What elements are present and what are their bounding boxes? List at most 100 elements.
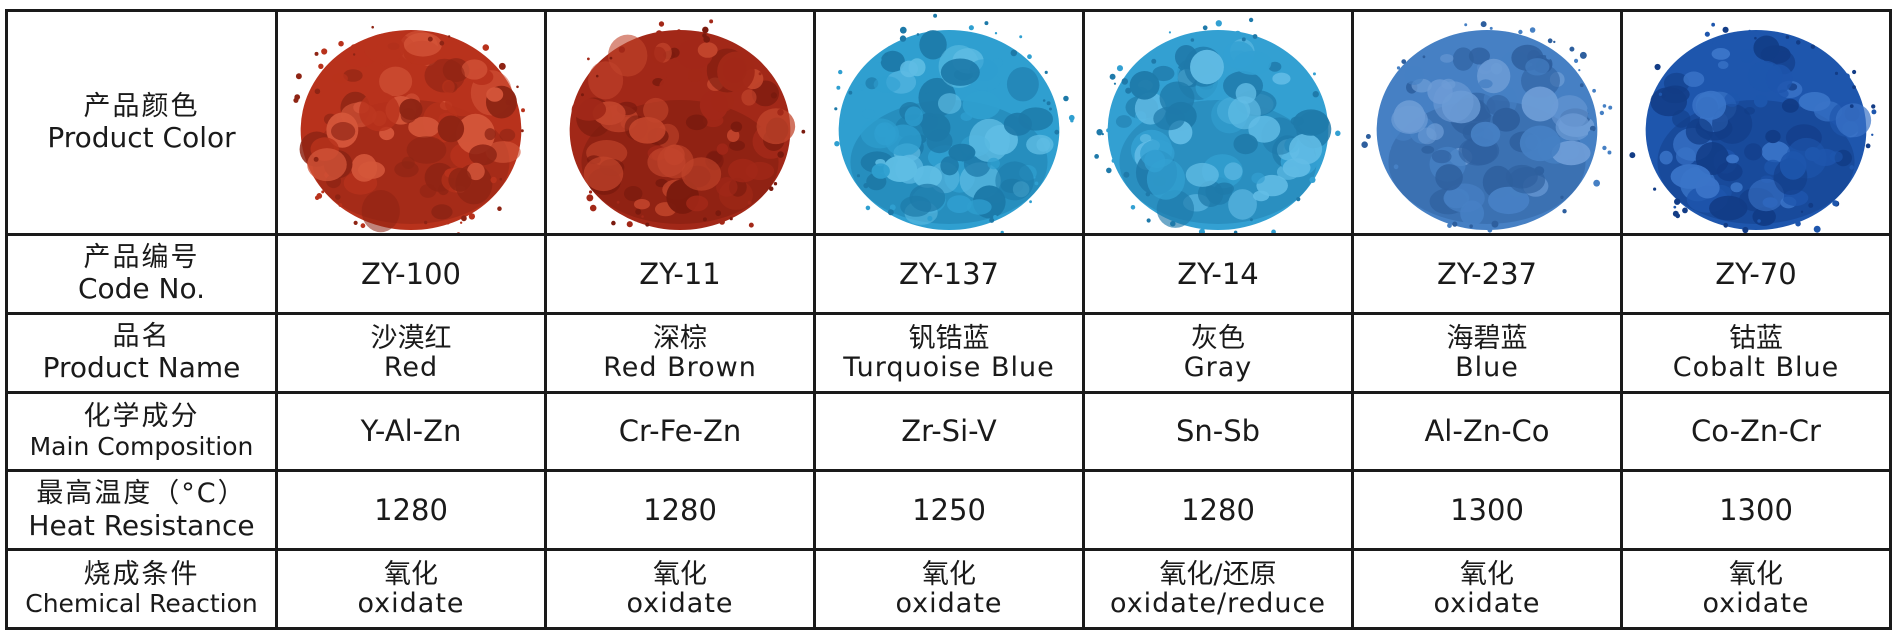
code-cell: ZY-237	[1351, 233, 1623, 315]
color-swatch-cell	[544, 9, 816, 236]
name-cell: 钴蓝 Cobalt Blue	[1620, 311, 1892, 394]
reaction-zh: 氧化/还原	[1159, 558, 1277, 590]
color-swatch-cell	[813, 9, 1085, 236]
code-value: ZY-137	[899, 256, 999, 291]
label-product-color: 产品颜色 Product Color	[5, 9, 278, 236]
code-value: ZY-11	[639, 256, 721, 291]
name-zh: 海碧蓝	[1446, 322, 1528, 354]
pigment-powder-image	[293, 25, 525, 232]
reaction-zh: 氧化	[384, 558, 438, 590]
reaction-zh: 氧化	[653, 558, 707, 590]
composition-cell: Co-Zn-Cr	[1620, 390, 1892, 473]
composition-value: Cr-Fe-Zn	[618, 414, 742, 449]
composition-cell: Y-Al-Zn	[275, 390, 547, 473]
reaction-en: oxidate/reduce	[1110, 588, 1326, 620]
row-chemical-reaction: 烧成条件 Chemical Reaction 氧化 oxidate 氧化 oxida…	[5, 548, 1892, 630]
composition-value: Sn-Sb	[1175, 414, 1261, 449]
reaction-en: oxidate	[1433, 588, 1541, 620]
heat-value: 1300	[1450, 493, 1524, 528]
heat-value: 1280	[643, 493, 717, 528]
color-swatch-cell	[1351, 9, 1623, 236]
name-zh: 深棕	[653, 322, 707, 354]
name-zh: 灰色	[1191, 322, 1245, 354]
composition-value: Zr-Si-V	[901, 414, 997, 449]
code-cell: ZY-137	[813, 233, 1085, 315]
reaction-zh: 氧化	[922, 558, 976, 590]
pigment-powder-image	[1094, 17, 1341, 232]
reaction-zh: 氧化	[1460, 558, 1514, 590]
row-product-color: 产品颜色 Product Color	[5, 9, 1892, 236]
pigment-spec-table: 产品颜色 Product Color 产品编号 Code No. ZY-100 …	[5, 9, 1892, 630]
label-en: Product Color	[47, 120, 236, 154]
code-cell: ZY-14	[1082, 233, 1354, 315]
label-en: Product Name	[42, 351, 241, 385]
composition-cell: Zr-Si-V	[813, 390, 1085, 473]
row-product-name: 品名 Product Name 沙漠红 Red 深棕 Red Brown 钒锆蓝 Tu…	[5, 311, 1892, 394]
name-cell: 深棕 Red Brown	[544, 311, 816, 394]
reaction-cell: 氧化/还原 oxidate/reduce	[1082, 548, 1354, 630]
composition-value: Y-Al-Zn	[360, 414, 462, 449]
name-en: Red Brown	[603, 351, 757, 383]
reaction-en: oxidate	[357, 588, 465, 620]
heat-value: 1250	[912, 493, 986, 528]
composition-cell: Al-Zn-Co	[1351, 390, 1623, 473]
heat-cell: 1280	[1082, 469, 1354, 552]
reaction-cell: 氧化 oxidate	[275, 548, 547, 630]
name-cell: 海碧蓝 Blue	[1351, 311, 1623, 394]
row-heat-resistance: 最高温度（°C） Heat Resistance 1280 1280 1250 …	[5, 469, 1892, 552]
heat-cell: 1280	[275, 469, 547, 552]
label-zh: 化学成分	[83, 401, 200, 433]
label-en: Main Composition	[29, 431, 254, 461]
name-zh: 钒锆蓝	[908, 322, 990, 354]
name-en: Red	[383, 351, 439, 383]
label-zh: 产品颜色	[83, 90, 200, 122]
label-zh: 烧成条件	[83, 558, 200, 590]
reaction-cell: 氧化 oxidate	[544, 548, 816, 630]
pigment-powder-image	[834, 13, 1075, 232]
color-swatch-cell	[1082, 9, 1354, 236]
composition-value: Co-Zn-Cr	[1691, 414, 1821, 449]
name-zh: 钴蓝	[1729, 322, 1783, 354]
label-code-no: 产品编号 Code No.	[5, 233, 278, 315]
pigment-powder-image	[569, 19, 806, 230]
heat-cell: 1300	[1351, 469, 1623, 552]
label-en: Code No.	[77, 272, 206, 306]
name-en: Gray	[1183, 351, 1253, 383]
name-cell: 钒锆蓝 Turquoise Blue	[813, 311, 1085, 394]
heat-value: 1280	[1181, 493, 1255, 528]
reaction-en: oxidate	[1702, 588, 1810, 620]
code-value: ZY-70	[1715, 256, 1797, 291]
code-cell: ZY-11	[544, 233, 816, 315]
reaction-zh: 氧化	[1729, 558, 1783, 590]
composition-cell: Cr-Fe-Zn	[544, 390, 816, 473]
reaction-cell: 氧化 oxidate	[813, 548, 1085, 630]
pigment-powder-image	[1361, 21, 1613, 232]
heat-value: 1300	[1719, 493, 1793, 528]
label-zh: 最高温度（°C）	[36, 478, 247, 510]
heat-cell: 1300	[1620, 469, 1892, 552]
heat-cell: 1250	[813, 469, 1085, 552]
heat-cell: 1280	[544, 469, 816, 552]
composition-value: Al-Zn-Co	[1424, 414, 1550, 449]
name-en: Cobalt Blue	[1672, 351, 1840, 383]
composition-cell: Sn-Sb	[1082, 390, 1354, 473]
name-cell: 灰色 Gray	[1082, 311, 1354, 394]
label-heat-resistance: 最高温度（°C） Heat Resistance	[5, 469, 278, 552]
label-zh: 品名	[112, 320, 171, 352]
color-swatch-cell	[275, 9, 547, 236]
code-cell: ZY-100	[275, 233, 547, 315]
code-value: ZY-237	[1437, 256, 1537, 291]
label-en: Heat Resistance	[28, 508, 255, 542]
pigment-powder-image	[1629, 22, 1877, 232]
reaction-en: oxidate	[626, 588, 734, 620]
name-en: Turquoise Blue	[843, 351, 1055, 383]
label-en: Chemical Reaction	[25, 589, 258, 619]
code-value: ZY-100	[361, 256, 461, 291]
label-chemical-reaction: 烧成条件 Chemical Reaction	[5, 548, 278, 630]
heat-value: 1280	[374, 493, 448, 528]
reaction-cell: 氧化 oxidate	[1351, 548, 1623, 630]
row-code-no: 产品编号 Code No. ZY-100 ZY-11 ZY-137 ZY-14 …	[5, 233, 1892, 315]
row-main-composition: 化学成分 Main Composition Y-Al-Zn Cr-Fe-Zn Z…	[5, 390, 1892, 473]
code-value: ZY-14	[1177, 256, 1259, 291]
label-product-name: 品名 Product Name	[5, 311, 278, 394]
